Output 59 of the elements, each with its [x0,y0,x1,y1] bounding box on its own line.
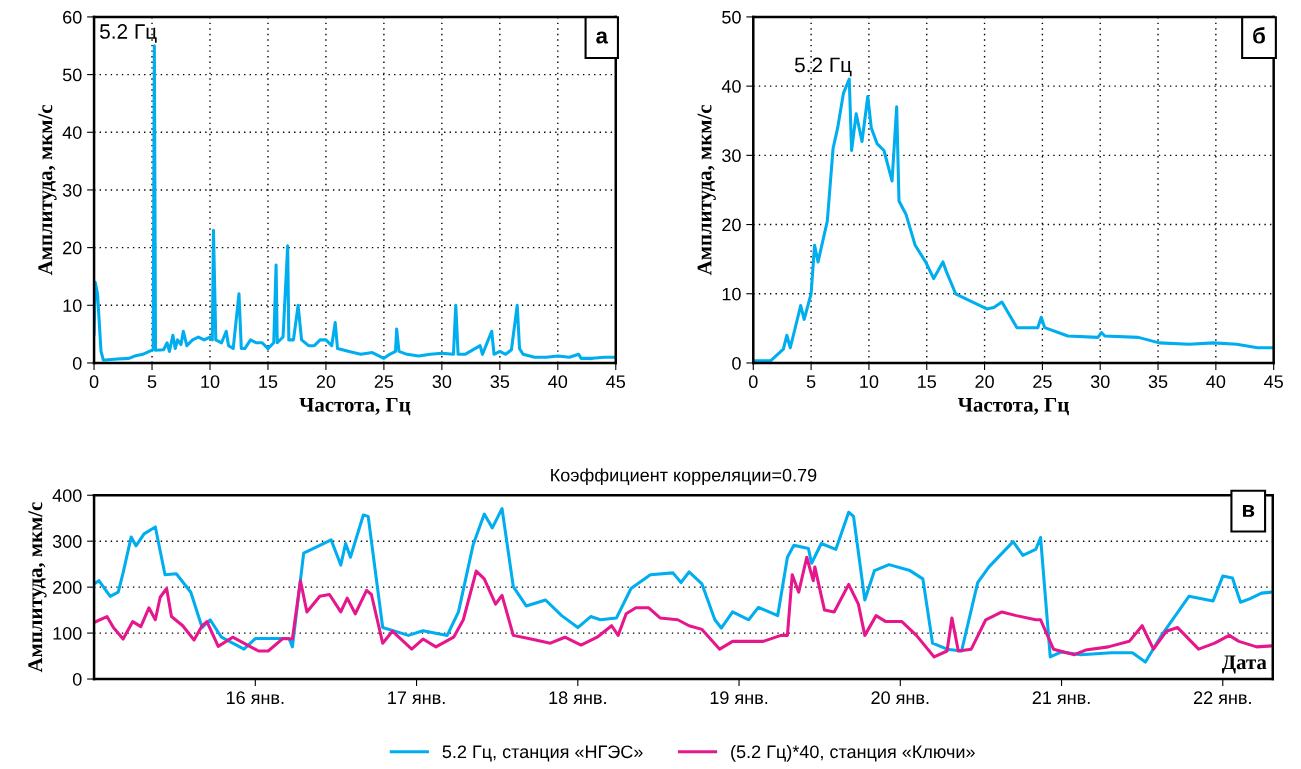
annotation: 5.2 Гц [100,24,157,43]
x-tick-label: 25 [1033,375,1052,389]
y-axis-title: Амплитуда, мкм/с [38,105,57,276]
x-tick-label: 30 [432,375,452,389]
x-tick-label: 40 [1206,375,1226,389]
x-axis-title: Частота, Гц [299,397,411,416]
y-tick-label: 300 [52,535,82,548]
y-tick-label: 200 [53,581,82,594]
y-tick-label: 50 [62,68,82,82]
y-tick-label: 20 [63,241,82,255]
y-tick-label: 0 [72,672,82,686]
x-tick-label: 20 [975,375,994,389]
x-tick-label: 19 янв. [710,691,768,705]
x-tick-label: 35 [1148,375,1168,389]
annotation: а [596,31,609,44]
chart-title: Коэффициент корреляции=0.79 [551,468,817,486]
y-tick-label: 0 [732,356,741,370]
x-tick-label: 0 [748,375,758,389]
x-tick-label: 10 [860,375,879,389]
annotation: в [1242,505,1255,517]
annotation: б [1253,27,1265,44]
x-tick-label: 22 янв. [1193,691,1251,704]
x-tick-label: 5 [806,375,816,389]
y-axis-title: Амплитуда, мкм/с [28,502,47,673]
y-tick-label: 100 [53,627,82,640]
x-tick-label: 30 [1090,375,1110,389]
y-tick-label: 20 [722,218,741,232]
x-axis-title: Дата [1221,655,1267,674]
y-tick-label: 10 [722,287,741,301]
x-tick-label: 25 [374,375,394,389]
y-tick-label: 40 [721,80,741,93]
x-axis-title: Частота, Гц [957,397,1069,416]
x-tick-label: 15 [259,375,278,389]
x-tick-label: 10 [201,375,220,389]
y-tick-label: 50 [722,10,741,24]
x-tick-label: 16 янв. [226,691,284,705]
x-tick-label: 15 [918,375,937,389]
x-tick-label: 45 [606,375,626,389]
x-tick-label: 35 [490,375,510,389]
annotation: 5.2 Гц [794,57,852,77]
x-tick-label: 20 [316,375,336,389]
y-tick-label: 60 [63,10,82,24]
x-tick-label: 0 [89,375,99,389]
y-tick-label: 10 [63,299,82,313]
y-tick-label: 400 [52,489,82,502]
y-tick-label: 0 [72,356,82,370]
x-tick-label: 45 [1264,375,1283,389]
x-tick-label: 5 [147,375,157,389]
x-tick-label: 18 янв. [549,691,606,705]
y-axis-title: Амплитуда, мкм/с [697,105,716,276]
x-tick-label: 17 янв. [388,691,445,704]
x-tick-label: 40 [548,375,568,389]
y-tick-label: 40 [62,126,82,139]
legend-label: 5.2 Гц, станция «НГЭС» [442,745,643,762]
y-tick-label: 30 [722,149,741,163]
x-tick-label: 20 янв. [871,691,929,705]
y-tick-label: 30 [62,183,82,197]
legend-label: (5.2 Гц)*40, станция «Ключи» [731,744,975,762]
x-tick-label: 21 янв. [1032,691,1090,704]
